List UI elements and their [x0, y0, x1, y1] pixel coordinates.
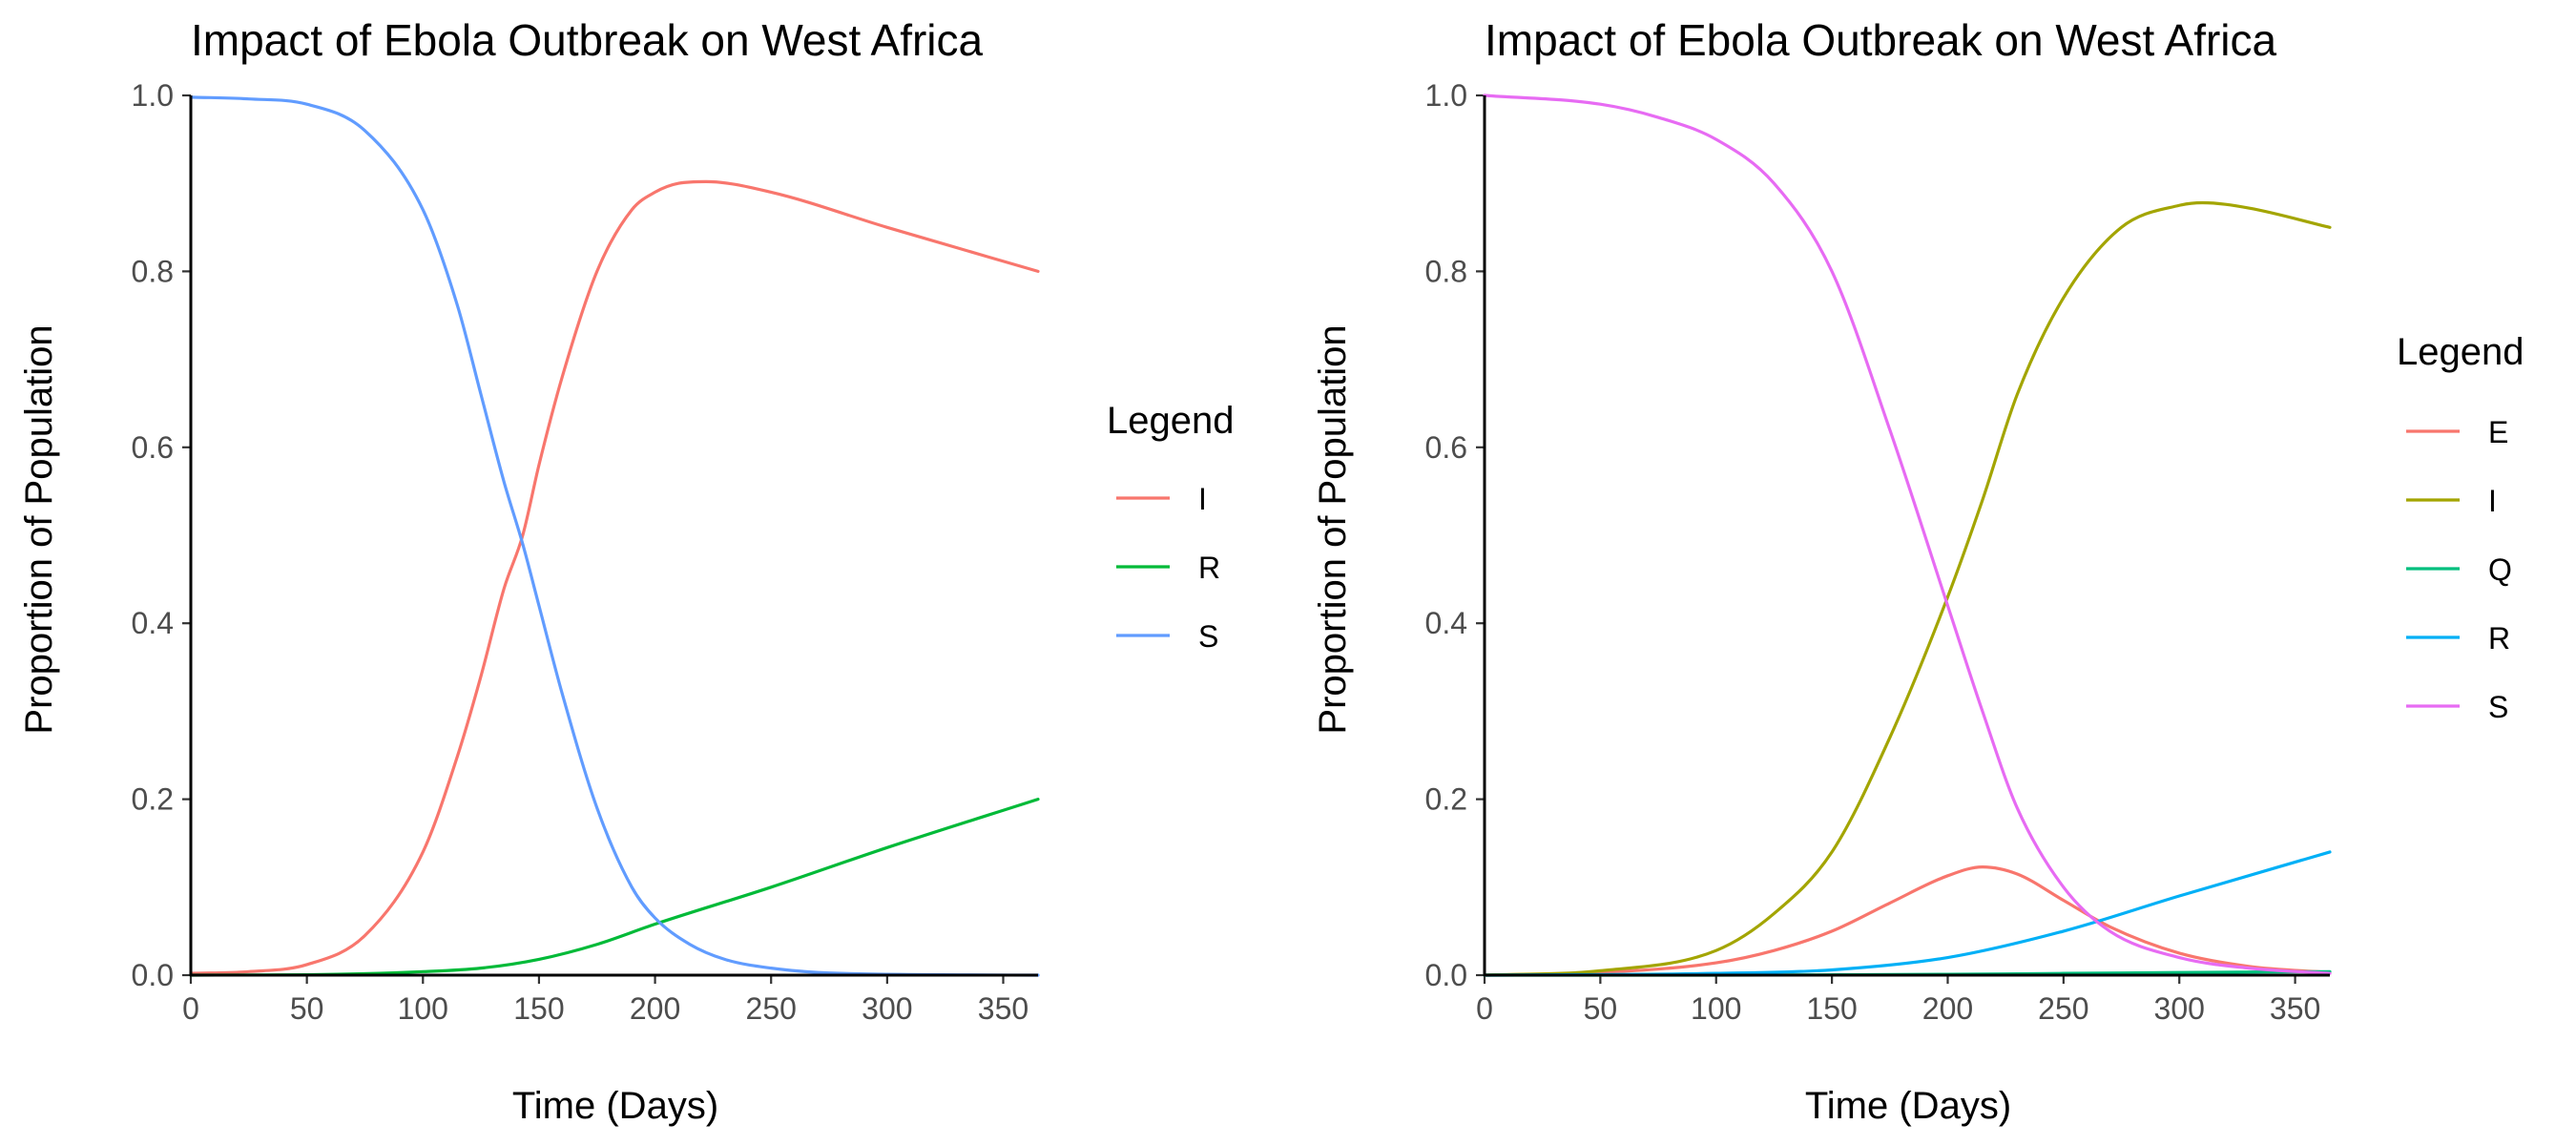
left-legend-title: Legend	[1107, 400, 1234, 442]
right-series-line-e	[1483, 864, 2332, 977]
left-x-tick-label: 50	[290, 991, 324, 1026]
right-legend-label-e: E	[2488, 415, 2508, 449]
right-x-tick-label: 200	[1922, 991, 1973, 1026]
right-legend-title: Legend	[2397, 331, 2524, 373]
left-series-line-i	[189, 179, 1040, 975]
right-x-axis-label: Time (Days)	[1805, 1085, 2011, 1127]
right-axis-ticks: 0 50 100 150 200 250 300 350 0.0 0.2 0.4 0.6 0.8 1.0	[1425, 78, 2321, 1026]
right-y-tick-label: 1.0	[1425, 78, 1467, 113]
right-x-tick-label: 350	[2270, 991, 2320, 1026]
right-y-tick-label: 0.8	[1425, 254, 1467, 288]
left-y-tick-label: 0.2	[132, 782, 174, 817]
left-y-tick-label: 1.0	[132, 78, 174, 113]
left-chart-title: Impact of Ebola Outbreak on West Africa	[191, 15, 984, 65]
left-y-tick-label: 0.0	[132, 958, 174, 992]
left-series-lines	[189, 95, 1040, 977]
right-x-tick-label: 100	[1691, 991, 1741, 1026]
left-series-line-r	[189, 798, 1040, 977]
left-axes	[189, 95, 1038, 977]
right-series-lines	[1483, 94, 2332, 977]
right-series-line-s	[1483, 94, 2332, 975]
right-y-tick-label: 0.0	[1425, 958, 1467, 992]
right-y-tick-label: 0.6	[1425, 430, 1467, 465]
right-x-tick-label: 50	[1584, 991, 1618, 1026]
right-x-tick-label: 300	[2154, 991, 2205, 1026]
left-x-tick-label: 300	[862, 991, 912, 1026]
right-x-tick-label: 0	[1476, 991, 1493, 1026]
left-y-tick-label: 0.6	[132, 430, 174, 465]
right-legend-label-i: I	[2488, 484, 2497, 518]
right-x-tick-label: 150	[1806, 991, 1857, 1026]
left-x-tick-label: 200	[630, 991, 680, 1026]
left-y-tick-label: 0.4	[132, 606, 174, 640]
left-x-axis-label: Time (Days)	[512, 1085, 718, 1127]
left-y-tick-label: 0.8	[132, 254, 174, 288]
right-axes	[1483, 95, 2330, 977]
left-y-axis-label: Proportion of Population	[18, 324, 60, 734]
left-chart-panel: Impact of Ebola Outbreak on West Africa …	[18, 15, 1234, 1127]
right-y-tick-label: 0.4	[1425, 606, 1467, 640]
left-axis-ticks: 0 50 100 150 200 250 300 350 0.0 0.2 0.4 0.6 0.8 1.0	[132, 78, 1029, 1026]
left-x-tick-label: 100	[398, 991, 448, 1026]
left-x-tick-label: 350	[978, 991, 1028, 1026]
right-legend-label-r: R	[2488, 621, 2510, 656]
left-x-tick-label: 0	[182, 991, 199, 1026]
right-legend-label-s: S	[2488, 690, 2508, 724]
right-chart-panel: Impact of Ebola Outbreak on West Africa …	[1312, 15, 2524, 1127]
right-series-line-r	[1483, 850, 2332, 977]
left-legend-label-s: S	[1198, 619, 1218, 654]
right-x-tick-label: 250	[2038, 991, 2088, 1026]
right-legend-label-q: Q	[2488, 552, 2512, 587]
right-chart-title: Impact of Ebola Outbreak on West Africa	[1485, 15, 2277, 65]
left-legend-label-i: I	[1198, 482, 1207, 516]
right-y-tick-label: 0.2	[1425, 782, 1467, 817]
right-series-line-i	[1483, 200, 2332, 977]
left-x-tick-label: 250	[746, 991, 797, 1026]
right-y-axis-label: Proportion of Population	[1312, 324, 1354, 734]
left-series-line-s	[189, 95, 1040, 977]
left-legend-label-r: R	[1198, 551, 1220, 585]
left-legend: I RS	[1116, 482, 1220, 654]
left-x-tick-label: 150	[513, 991, 564, 1026]
